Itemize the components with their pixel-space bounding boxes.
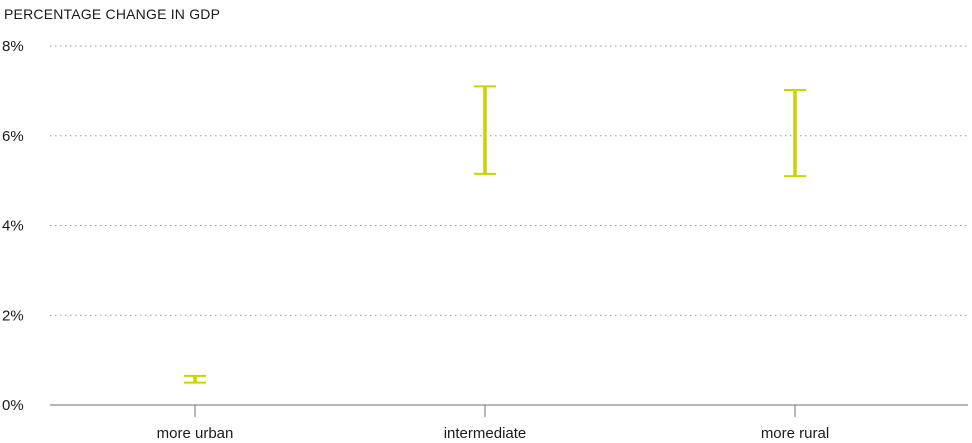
error-bar — [184, 374, 206, 384]
y-tick-label: 4% — [2, 218, 24, 235]
y-tick-label: 2% — [2, 307, 24, 324]
x-tick-label: more rural — [761, 425, 829, 442]
gridlines — [50, 45, 968, 316]
x-axis: more urban intermediate more rural — [50, 404, 968, 442]
y-tick-label: 8% — [2, 38, 24, 55]
x-tick-label: intermediate — [444, 425, 527, 442]
y-axis-title: PERCENTAGE CHANGE IN GDP — [4, 6, 220, 22]
y-tick-label: 0% — [2, 397, 24, 414]
error-bars — [184, 85, 806, 384]
x-tick-label: more urban — [157, 425, 234, 442]
error-bar — [474, 85, 496, 175]
error-bar — [784, 88, 806, 178]
y-tick-labels: 0% 2% 4% 6% 8% — [2, 38, 24, 414]
y-tick-label: 6% — [2, 128, 24, 145]
